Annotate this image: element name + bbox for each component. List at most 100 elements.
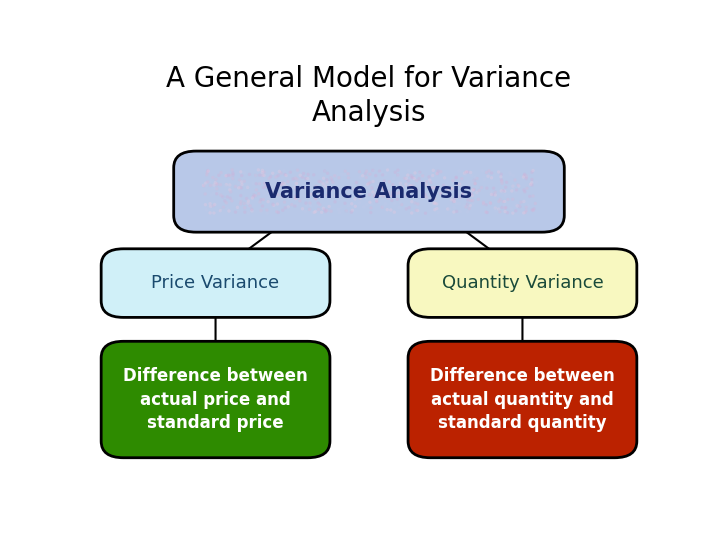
Point: [326, 176, 338, 184]
Point: [210, 178, 221, 187]
Point: [273, 208, 284, 217]
Point: [230, 179, 241, 187]
Point: [531, 178, 542, 186]
Point: [502, 195, 513, 204]
Point: [335, 201, 346, 210]
Point: [424, 176, 436, 184]
Point: [500, 183, 511, 192]
Point: [319, 167, 330, 176]
Point: [227, 174, 238, 183]
Point: [212, 190, 223, 198]
Point: [485, 199, 496, 208]
Point: [444, 177, 455, 186]
Point: [325, 173, 337, 182]
Point: [373, 198, 384, 207]
Point: [236, 178, 248, 186]
Point: [529, 199, 541, 208]
Point: [201, 206, 212, 214]
Point: [429, 192, 441, 200]
Point: [339, 199, 351, 207]
Point: [339, 167, 351, 176]
Point: [248, 191, 260, 199]
Point: [377, 203, 388, 212]
Point: [363, 179, 374, 188]
Point: [246, 205, 258, 214]
Point: [226, 190, 238, 199]
Point: [236, 180, 248, 189]
Point: [221, 172, 233, 180]
Point: [347, 206, 359, 214]
Point: [394, 177, 405, 186]
Point: [412, 208, 423, 217]
Point: [435, 167, 446, 176]
Point: [267, 169, 279, 178]
Point: [486, 168, 498, 177]
Point: [319, 206, 330, 214]
Point: [483, 167, 495, 176]
Point: [313, 177, 325, 186]
Point: [256, 166, 268, 174]
Point: [392, 166, 404, 174]
Point: [300, 207, 311, 215]
Point: [211, 205, 222, 214]
Point: [377, 202, 389, 211]
Point: [253, 190, 264, 198]
Point: [318, 174, 329, 183]
Point: [243, 199, 254, 208]
Point: [490, 168, 501, 177]
Point: [434, 178, 446, 187]
Point: [387, 192, 399, 200]
Point: [300, 205, 312, 214]
Point: [390, 168, 401, 177]
Point: [258, 190, 270, 198]
Point: [454, 178, 466, 186]
Point: [223, 201, 235, 210]
Point: [404, 187, 415, 196]
Point: [370, 166, 382, 174]
Point: [235, 199, 246, 208]
Point: [499, 197, 510, 206]
Point: [250, 198, 261, 206]
Point: [525, 180, 536, 188]
Point: [468, 176, 480, 185]
Point: [364, 198, 376, 207]
Point: [494, 207, 505, 216]
Point: [516, 174, 527, 183]
Point: [490, 191, 501, 199]
Point: [256, 206, 267, 215]
Point: [309, 186, 320, 195]
Point: [497, 177, 508, 186]
Point: [393, 204, 405, 212]
Point: [457, 190, 469, 198]
Point: [258, 171, 270, 180]
Point: [410, 206, 422, 214]
Point: [315, 190, 327, 199]
Point: [408, 198, 420, 207]
Point: [526, 178, 538, 187]
Point: [284, 168, 296, 177]
Point: [419, 190, 431, 199]
Point: [341, 208, 352, 217]
Point: [294, 171, 306, 180]
Point: [425, 178, 436, 187]
Point: [527, 192, 539, 200]
Point: [408, 174, 420, 183]
Point: [266, 187, 277, 195]
Point: [406, 197, 418, 206]
Point: [261, 209, 273, 218]
Point: [328, 172, 340, 180]
Point: [510, 186, 522, 194]
Point: [275, 168, 287, 177]
Point: [467, 186, 479, 194]
Point: [526, 175, 538, 184]
Point: [224, 181, 235, 190]
Point: [387, 180, 398, 189]
Point: [463, 192, 474, 201]
Point: [406, 181, 418, 190]
Point: [287, 190, 298, 198]
Point: [512, 181, 523, 190]
Point: [421, 186, 433, 195]
Point: [510, 206, 521, 215]
Point: [403, 183, 415, 192]
Point: [357, 171, 369, 180]
